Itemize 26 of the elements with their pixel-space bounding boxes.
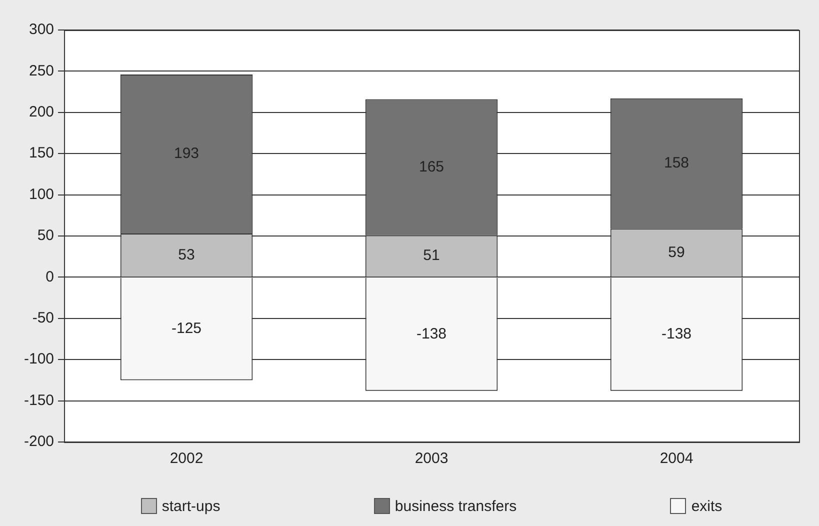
y-tick-label: 250 <box>28 62 54 80</box>
y-tick-label: 100 <box>28 186 54 203</box>
y-tick-label: -50 <box>32 310 54 327</box>
y-tick-label: 0 <box>46 268 54 286</box>
x-tick-label: 2002 <box>170 450 204 468</box>
y-tick-label: 200 <box>28 104 54 121</box>
y-tick-label: -200 <box>24 433 54 450</box>
legend-label: start-ups <box>162 498 220 514</box>
y-tick-label: 300 <box>28 21 54 38</box>
data-label: 158 <box>664 154 690 172</box>
legend-label: exits <box>691 498 722 514</box>
data-label: 53 <box>178 246 195 264</box>
y-tick-label: 50 <box>37 227 54 244</box>
y-tick-label: -100 <box>24 350 54 368</box>
data-label: 193 <box>174 145 200 162</box>
data-label: -138 <box>661 325 692 342</box>
data-label: -138 <box>416 325 447 342</box>
y-tick-label: -150 <box>24 392 54 409</box>
x-tick-label: 2003 <box>414 450 448 468</box>
data-label: -125 <box>172 320 202 338</box>
y-tick-label: 150 <box>28 144 54 162</box>
data-label: 59 <box>668 244 685 261</box>
data-label: 165 <box>418 158 444 176</box>
data-label: 51 <box>423 247 440 264</box>
x-tick-label: 2004 <box>660 450 694 468</box>
legend-label: business transfers <box>394 498 517 514</box>
